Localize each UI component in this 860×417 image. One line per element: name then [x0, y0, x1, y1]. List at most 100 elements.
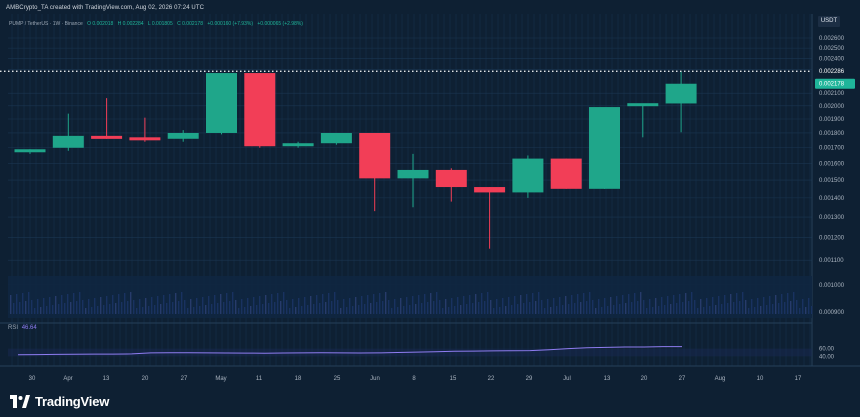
volume-bar: [556, 306, 558, 314]
volume-bar: [319, 303, 321, 314]
volume-bar: [169, 294, 171, 314]
volume-bar: [376, 302, 378, 314]
price-axis[interactable]: 0.0026000.0025000.0024000.0023000.002100…: [815, 36, 855, 360]
volume-bar: [13, 303, 15, 314]
rsi-tick-label: 40.00: [819, 354, 835, 360]
time-tick-label: Jun: [370, 376, 380, 382]
volume-bar: [46, 306, 48, 314]
volume-bar: [754, 307, 756, 314]
volume-bar: [724, 295, 726, 314]
volume-bar: [109, 304, 111, 314]
candle-body: [129, 137, 161, 141]
volume-bar: [532, 293, 534, 314]
volume-bar: [808, 298, 810, 314]
volume-bar: [220, 294, 222, 314]
volume-bar: [787, 293, 789, 314]
candle-body: [665, 83, 697, 104]
volume-bar: [775, 295, 777, 314]
volume-bar: [649, 299, 651, 314]
volume-bar: [718, 296, 720, 314]
volume-bar: [181, 292, 183, 314]
volume-bar: [298, 298, 300, 314]
volume-bar: [340, 308, 342, 314]
ohlc-change: +0.000160 (+7.93%): [207, 21, 253, 27]
volume-bar: [424, 294, 426, 314]
volume-bar: [406, 297, 408, 314]
volume-bar: [451, 298, 453, 314]
volume-bar: [517, 304, 519, 314]
volume-bar: [475, 294, 477, 314]
volume-bar: [127, 301, 129, 314]
ohlc-extra: +0.000065 (+2.98%): [257, 21, 303, 27]
volume-bar: [97, 306, 99, 314]
volume-bar: [580, 302, 582, 314]
volume-bar: [772, 304, 774, 314]
volume-band: [8, 276, 813, 318]
volume-bar: [631, 302, 633, 314]
volume-bar: [370, 303, 372, 314]
volume-bar: [529, 302, 531, 314]
volume-bar: [766, 305, 768, 314]
volume-bar: [427, 302, 429, 314]
volume-bar: [316, 295, 318, 314]
tradingview-logo[interactable]: TradingView: [10, 394, 109, 409]
volume-bar: [241, 299, 243, 314]
rsi-line: [17, 346, 682, 356]
time-tick-label: 30: [29, 376, 36, 382]
volume-bar: [292, 299, 294, 314]
volume-bar: [232, 292, 234, 314]
volume-bar: [799, 308, 801, 314]
volume-bar: [682, 302, 684, 314]
volume-bar: [607, 306, 609, 314]
volume-bar: [358, 305, 360, 314]
volume-bar: [307, 305, 309, 314]
volume-bar: [106, 296, 108, 314]
currency-badge[interactable]: USDT: [818, 16, 840, 27]
rsi-pane: [8, 346, 812, 357]
volume-bar: [121, 302, 123, 314]
volume-bar: [511, 305, 513, 314]
volume-bar: [277, 293, 279, 314]
volume-bar: [325, 302, 327, 314]
candle-body: [627, 103, 659, 107]
volume-bar: [88, 299, 90, 314]
volume-bar: [379, 293, 381, 314]
volume-bar: [784, 302, 786, 314]
time-tick-label: 20: [641, 376, 648, 382]
rsi-name: RSI: [8, 325, 19, 331]
volume-bar: [466, 304, 468, 314]
time-axis[interactable]: 30 Apr 13 20 27 May 11 18 25 Jun 8 15 22 29 Jul 13 20 27 A…: [29, 376, 802, 382]
volume-bar: [421, 303, 423, 314]
volume-bar: [112, 295, 114, 314]
volume-bar: [238, 308, 240, 314]
volume-bar: [199, 306, 201, 314]
volume-bar: [688, 301, 690, 314]
volume-bar: [166, 303, 168, 314]
volume-bar: [244, 307, 246, 314]
volume-bar: [229, 301, 231, 314]
volume-bar: [160, 304, 162, 314]
volume-bar: [535, 301, 537, 314]
volume-bar: [337, 300, 339, 314]
price-tick-label: 0.001700: [819, 146, 845, 152]
price-tick-label: 0.001300: [819, 215, 845, 221]
volume-bar: [616, 296, 618, 314]
volume-bar: [640, 292, 642, 314]
time-tick-label: 29: [526, 376, 533, 382]
volume-bar: [469, 295, 471, 314]
volume-bar: [175, 293, 177, 314]
volume-bar: [40, 307, 42, 314]
volume-bar: [652, 307, 654, 314]
volume-bar: [334, 292, 336, 314]
volume-bar: [760, 306, 762, 314]
volume-bar: [670, 304, 672, 314]
volume-bar: [538, 292, 540, 314]
volume-bar: [223, 302, 225, 314]
volume-bar: [619, 304, 621, 314]
volume-bar: [43, 298, 45, 314]
time-tick-label: Jul: [563, 376, 571, 382]
volume-bar: [265, 295, 267, 314]
volume-bar: [85, 308, 87, 314]
volume-bar: [202, 297, 204, 314]
